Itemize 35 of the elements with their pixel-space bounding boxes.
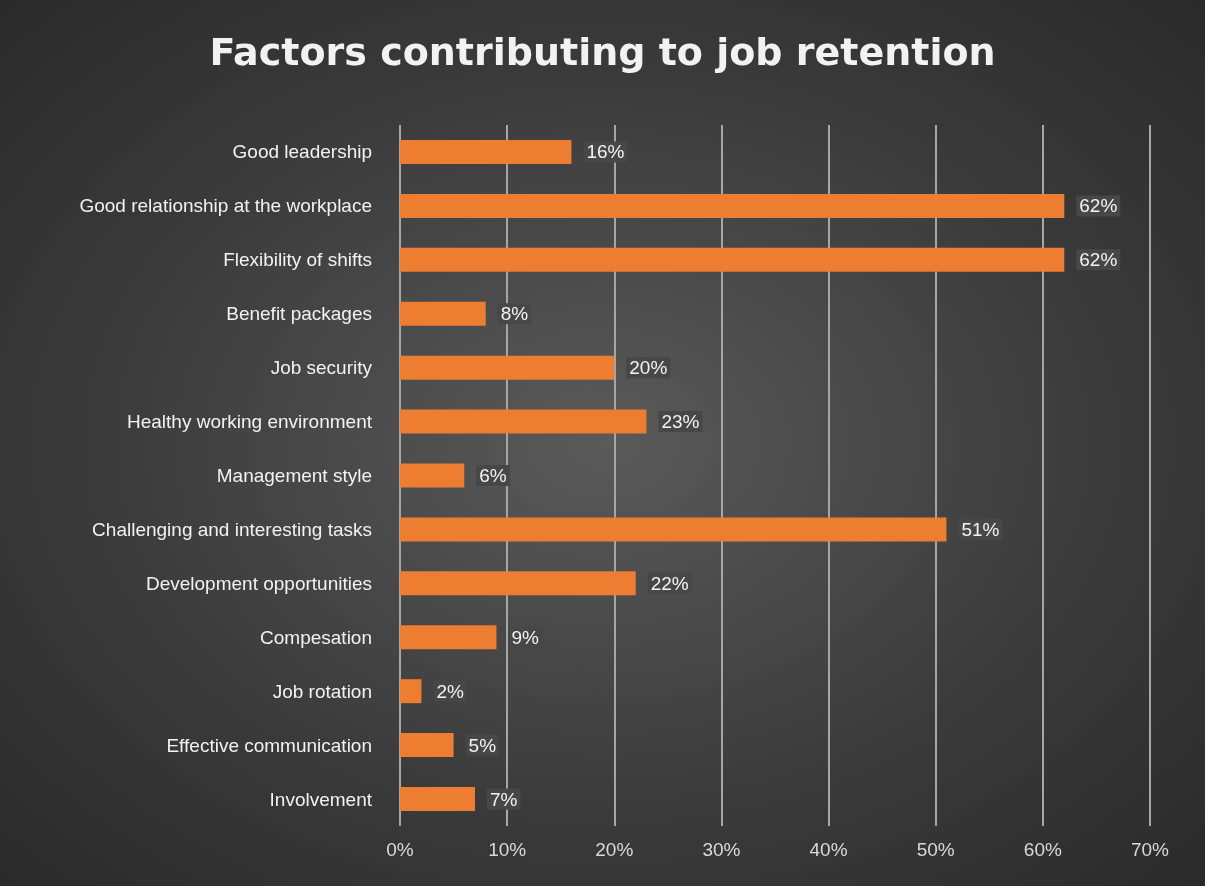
y-tick-label: Flexibility of shifts xyxy=(223,249,372,271)
y-tick-label: Job rotation xyxy=(272,680,372,702)
x-tick-label: 40% xyxy=(809,839,848,860)
y-tick-label: Benefit packages xyxy=(226,303,372,325)
x-tick-label: 60% xyxy=(1023,839,1062,860)
data-label: 8% xyxy=(500,303,529,325)
y-tick-label: Good relationship at the workplace xyxy=(79,195,372,217)
y-tick-label: Job security xyxy=(270,357,373,379)
x-tick-label: 0% xyxy=(386,839,414,860)
y-tick-label: Involvement xyxy=(269,788,373,810)
x-tick-label: 70% xyxy=(1130,839,1170,860)
data-label: 62% xyxy=(1079,195,1118,217)
x-tick-label: 30% xyxy=(702,839,741,860)
y-tick-label: Effective communication xyxy=(166,734,372,756)
data-label: 16% xyxy=(586,141,625,163)
data-label: 7% xyxy=(490,788,518,810)
data-label: 22% xyxy=(650,572,689,594)
data-label: 20% xyxy=(629,357,668,379)
data-label: 9% xyxy=(511,626,539,648)
y-tick-label: Development opportunities xyxy=(145,572,372,594)
x-tick-label: 50% xyxy=(916,839,955,860)
data-label: 23% xyxy=(661,411,700,433)
data-label: 2% xyxy=(436,680,464,702)
data-label: 51% xyxy=(961,518,1000,540)
y-tick-label: Compesation xyxy=(260,626,372,648)
y-tick-label: Management style xyxy=(216,465,372,486)
x-tick-label: 20% xyxy=(595,839,634,860)
y-tick-label: Challenging and interesting tasks xyxy=(92,518,372,540)
y-tick-label: Good leadership xyxy=(232,141,372,163)
data-label: 5% xyxy=(468,734,497,756)
x-tick-label: 10% xyxy=(488,839,527,860)
y-tick-label: Healthy working environment xyxy=(126,411,373,433)
data-label: 62% xyxy=(1079,249,1118,271)
data-label: 6% xyxy=(479,465,507,486)
chart-title: Factors contributing to job retention xyxy=(209,30,996,74)
